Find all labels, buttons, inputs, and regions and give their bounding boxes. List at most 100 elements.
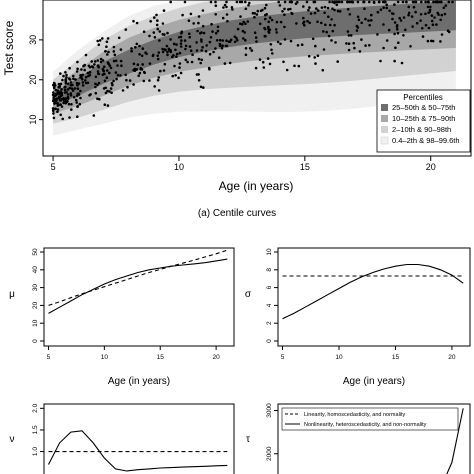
data-point [189,49,193,52]
data-point [96,59,100,62]
x-tick-label: 5 [47,354,51,361]
data-point [158,39,161,42]
data-point [78,102,82,106]
data-point [285,68,289,72]
data-point [440,33,444,36]
data-point [353,46,356,50]
data-point [163,62,167,66]
data-point [397,41,400,44]
data-point [72,74,75,78]
data-point [428,10,432,14]
data-point [199,85,203,89]
data-point [287,8,290,11]
data-point [307,8,310,12]
data-point [338,0,341,4]
data-point [96,83,99,87]
centile-legend-title: Percentiles [403,93,443,102]
data-point [54,107,57,110]
data-point [111,83,114,87]
data-point [169,0,172,4]
data-point [265,3,268,7]
data-point [73,87,77,90]
data-point [421,35,425,38]
data-point [180,30,184,33]
nu-y-axis-label: ν [10,434,15,445]
y-tick-label: 0 [32,339,39,343]
data-point [115,77,118,81]
data-point [92,114,96,117]
data-point [396,0,400,4]
data-point [158,30,162,33]
tau-legend-box [281,407,459,431]
data-point [79,96,82,100]
data-point [114,59,118,63]
data-point [385,3,389,7]
data-point [239,22,242,26]
data-point [156,78,160,82]
data-point [174,74,177,77]
data-point [59,72,62,75]
data-point [74,98,78,102]
data-point [155,13,158,17]
y-tick-label: 6 [266,285,273,289]
data-point [88,73,92,77]
legend-swatch-p2 [381,115,388,122]
data-point [368,0,371,4]
nu-plot-frame [43,403,235,474]
data-point [316,9,320,12]
data-point [221,16,225,20]
data-point [105,76,109,79]
data-point [283,13,286,16]
data-point [282,60,285,64]
data-point [64,82,68,85]
data-point [312,0,316,4]
data-point [69,81,73,84]
y-tick-label: 50 [32,248,39,256]
data-point [175,43,178,46]
data-point [153,85,156,88]
data-point [396,31,400,35]
data-point [67,82,70,85]
data-point [200,58,203,62]
legend-swatch-p0 [380,136,389,145]
data-point [270,48,273,52]
data-point [218,42,222,46]
data-point [175,52,179,56]
data-point [283,38,287,41]
data-point [60,105,64,108]
data-point [84,53,88,57]
data-point [132,68,135,72]
data-point [226,19,229,23]
data-point [333,1,336,5]
data-point [90,60,93,63]
data-point [236,27,240,31]
data-point [242,20,245,24]
data-point [197,57,201,61]
data-point [367,19,370,22]
data-point [138,53,141,56]
data-point [65,76,68,79]
legend-swatch-p1 [381,126,388,133]
data-point [214,0,217,4]
sigma-x-ticks: 5 10 15 20 [281,346,456,361]
data-point [336,9,340,13]
data-point [135,21,139,25]
data-point [104,86,107,90]
data-point [68,66,71,70]
data-point [97,65,100,69]
data-point [267,25,270,29]
data-point [395,28,399,31]
data-point [264,35,267,38]
data-point [186,60,189,64]
data-point [385,6,389,10]
data-point [83,68,86,72]
data-point [138,71,142,75]
data-point [59,98,63,102]
data-point [161,47,164,51]
data-point [370,19,373,22]
data-point [398,16,402,20]
data-point [248,1,251,5]
data-point [79,76,82,79]
data-point [355,24,359,28]
data-point [244,53,248,57]
